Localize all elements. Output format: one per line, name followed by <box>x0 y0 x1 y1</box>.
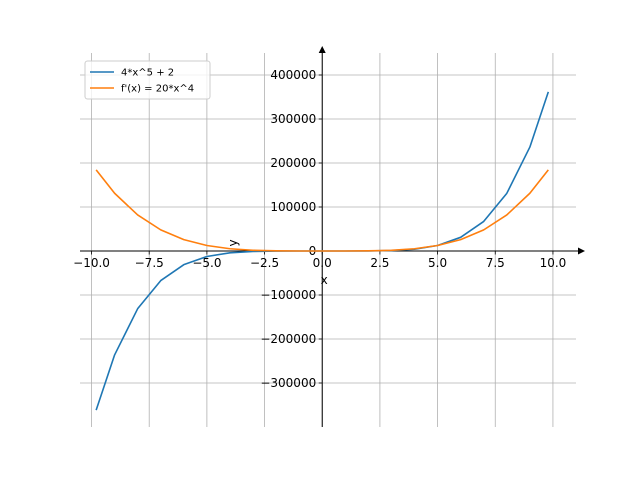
legend-entry: f'(x) = 20*x^4 <box>121 84 194 95</box>
series-line <box>95 169 549 252</box>
y-tick-label: 300000 <box>270 112 316 126</box>
x-tick-label: 7.5 <box>486 256 505 270</box>
legend: 4*x^5 + 2 f'(x) = 20*x^4 <box>84 60 211 100</box>
y-axis-arrow <box>318 46 326 53</box>
y-tick-label: −100000 <box>260 288 316 302</box>
x-tick-label: 0.0 <box>313 256 332 270</box>
x-tick-label: 2.5 <box>370 256 389 270</box>
grid <box>80 53 576 427</box>
x-tick-label: −7.5 <box>135 256 164 270</box>
x-tick-label: 10.0 <box>540 256 567 270</box>
y-tick-label: 200000 <box>270 156 316 170</box>
x-tick-label: −10.0 <box>73 256 110 270</box>
legend-box <box>84 60 211 100</box>
y-axis-label: y <box>226 239 240 246</box>
series-lines <box>95 91 550 411</box>
y-tick-label: −300000 <box>260 376 316 390</box>
ticks: −10.0 −7.5 −5.0 −2.5 0.0 2.5 5.0 7.5 10.0 −300000… <box>73 68 566 390</box>
y-tick-label: 100000 <box>270 200 316 214</box>
legend-entry: 4*x^5 + 2 <box>121 68 174 79</box>
y-tick-label: −200000 <box>260 332 316 346</box>
x-axis-arrow <box>578 247 585 255</box>
y-tick-label: 400000 <box>270 68 316 82</box>
x-tick-label: −2.5 <box>250 256 279 270</box>
x-tick-label: −5.0 <box>192 256 221 270</box>
x-tick-label: 5.0 <box>428 256 447 270</box>
x-axis-label: x <box>321 273 328 287</box>
